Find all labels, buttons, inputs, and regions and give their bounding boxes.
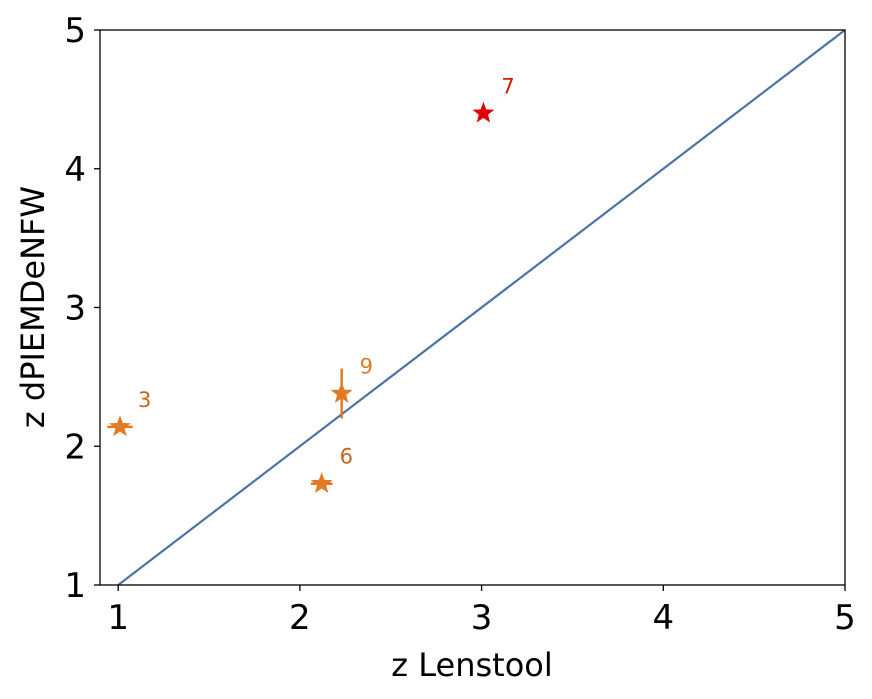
x-axis-label: z Lenstool bbox=[391, 646, 552, 684]
x-tick-label: 2 bbox=[289, 598, 311, 638]
point-label-3: 3 bbox=[138, 388, 151, 412]
y-tick-label: 3 bbox=[64, 289, 86, 329]
data-point-3: 3 bbox=[107, 388, 151, 437]
y-tick-label: 5 bbox=[64, 11, 86, 51]
one-to-one-line bbox=[117, 29, 846, 586]
star-marker bbox=[472, 101, 495, 123]
y-tick-label: 2 bbox=[64, 427, 86, 467]
y-axis-label: z dPIEMDeNFW bbox=[14, 186, 52, 428]
star-marker bbox=[109, 415, 131, 437]
data-point-6: 6 bbox=[310, 445, 353, 494]
point-label-6: 6 bbox=[340, 445, 353, 469]
y-tick-label: 1 bbox=[64, 566, 86, 606]
point-label-9: 9 bbox=[360, 355, 373, 379]
x-tick-label: 4 bbox=[652, 598, 674, 638]
x-tick-label: 3 bbox=[471, 598, 493, 638]
plot-frame bbox=[99, 29, 846, 586]
star-marker bbox=[310, 472, 333, 494]
data-point-9: 9 bbox=[330, 355, 373, 419]
x-tick-label: 1 bbox=[107, 598, 129, 638]
data-point-7: 7 bbox=[472, 74, 515, 123]
point-label-7: 7 bbox=[501, 74, 514, 98]
y-tick-label: 4 bbox=[64, 150, 86, 190]
star-marker bbox=[330, 382, 353, 403]
x-tick-label: 5 bbox=[834, 598, 856, 638]
